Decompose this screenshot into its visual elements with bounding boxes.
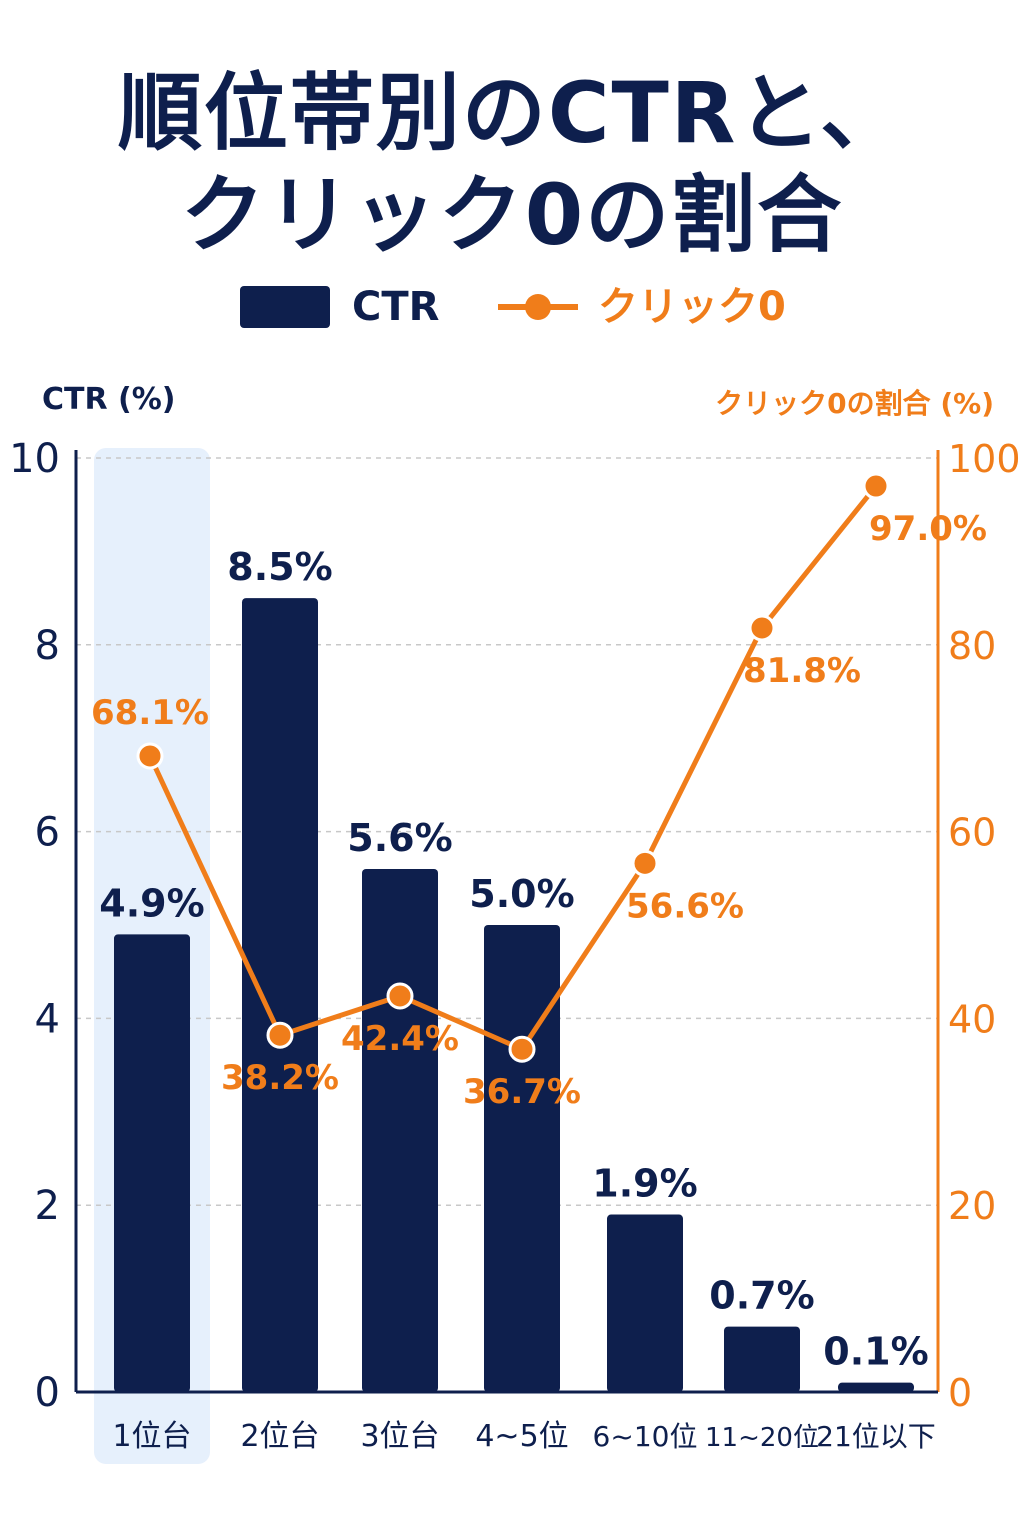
- click0-value-label-3: 42.4%: [341, 1019, 459, 1059]
- y-tick-left-6: 6: [35, 810, 60, 856]
- bar-3: [362, 868, 438, 1392]
- y-tick-left-8: 8: [35, 623, 60, 669]
- click0-point-5: [631, 849, 659, 877]
- y-tick-left-0: 0: [35, 1370, 60, 1416]
- bar-6: [724, 1326, 800, 1392]
- legend-bar-label: CTR: [352, 284, 440, 330]
- click0-value-label-1: 68.1%: [91, 693, 209, 733]
- y-tick-right-60: 60: [948, 811, 996, 855]
- bar-7: [838, 1382, 914, 1392]
- legend-line-label: クリック0: [598, 284, 786, 330]
- y-tick-right-20: 20: [948, 1184, 996, 1228]
- y-tick-left-4: 4: [35, 996, 60, 1042]
- legend-line-swatch: [498, 294, 578, 320]
- y-tick-left-10: 10: [9, 436, 60, 482]
- click0-point-2: [266, 1021, 294, 1049]
- bar-value-label-5: 1.9%: [592, 1162, 697, 1206]
- click0-point-7: [862, 472, 890, 500]
- click0-value-label-6: 81.8%: [743, 651, 861, 691]
- legend: CTR クリック0: [0, 282, 1024, 332]
- bar-2: [242, 598, 318, 1392]
- x-tick-label-1: 1位台: [112, 1419, 191, 1454]
- bar-value-label-7: 0.1%: [823, 1330, 928, 1374]
- click0-value-label-7: 97.0%: [869, 509, 987, 549]
- bar-value-label-1: 4.9%: [99, 881, 204, 925]
- click0-point-4: [508, 1035, 536, 1063]
- y-tick-right-100: 100: [948, 437, 1021, 481]
- click0-value-label-4: 36.7%: [463, 1072, 581, 1112]
- x-tick-label-7: 21位以下: [816, 1420, 936, 1453]
- bar-value-label-2: 8.5%: [227, 545, 332, 589]
- bar-4: [484, 925, 560, 1392]
- bar-5: [607, 1214, 683, 1392]
- x-tick-label-5: 6~10位: [593, 1420, 698, 1453]
- x-tick-label-2: 2位台: [240, 1419, 319, 1454]
- y-axis-title-right: クリック0の割合 (%): [715, 387, 994, 420]
- click0-point-6: [748, 614, 776, 642]
- click0-value-label-5: 56.6%: [626, 886, 744, 926]
- bar-value-label-3: 5.6%: [347, 816, 452, 860]
- x-tick-label-6: 11~20位: [705, 1423, 819, 1453]
- click0-value-label-2: 38.2%: [221, 1058, 339, 1098]
- y-tick-right-80: 80: [948, 624, 996, 668]
- x-tick-label-4: 4~5位: [475, 1419, 568, 1454]
- x-tick-label-3: 3位台: [360, 1419, 439, 1454]
- y-tick-right-40: 40: [948, 997, 996, 1041]
- bar-value-label-6: 0.7%: [709, 1274, 814, 1318]
- chart-title-line-1: 順位帯別のCTRと、: [117, 64, 907, 162]
- bar-1: [114, 934, 190, 1392]
- click0-point-3: [386, 982, 414, 1010]
- y-tick-right-0: 0: [948, 1371, 972, 1415]
- y-tick-left-2: 2: [35, 1183, 60, 1229]
- bar-value-label-4: 5.0%: [469, 872, 574, 916]
- legend-bar-swatch: [240, 286, 330, 328]
- chart-title-line-2: クリック0の割合: [180, 166, 844, 264]
- y-axis-title-left: CTR (%): [42, 382, 176, 417]
- click0-point-1: [136, 742, 164, 770]
